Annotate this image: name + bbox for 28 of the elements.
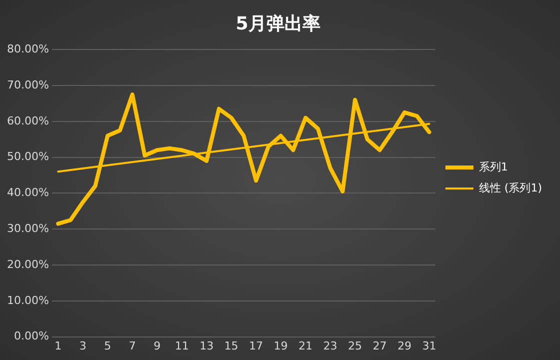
x-tick-label: 27 (372, 339, 387, 352)
x-tick-label: 29 (397, 339, 412, 352)
y-tick-label: 40.00% (6, 186, 49, 200)
legend-label: 系列1 (478, 160, 508, 174)
y-tick-label: 60.00% (6, 114, 49, 128)
y-tick-label: 80.00% (6, 42, 49, 56)
x-tick-label: 5 (104, 339, 112, 352)
x-tick-label: 9 (154, 339, 161, 352)
x-tick-label: 23 (323, 339, 338, 352)
x-tick-label: 31 (422, 339, 436, 352)
x-tick-label: 3 (79, 339, 86, 352)
x-tick-label: 19 (274, 339, 288, 352)
y-tick-label: 20.00% (6, 258, 49, 271)
y-tick-label: 70.00% (6, 78, 49, 92)
y-tick-label: 50.00% (6, 150, 49, 164)
legend-label: 线性 (系列1) (478, 181, 542, 194)
y-tick-label: 10.00% (6, 294, 49, 307)
x-tick-label: 25 (348, 339, 362, 352)
y-tick-label: 0.00% (14, 330, 49, 343)
x-tick-label: 1 (54, 339, 62, 352)
chart-title: 5月弹出率 (236, 13, 320, 34)
x-tick-label: 11 (174, 339, 189, 352)
y-tick-label: 30.00% (6, 222, 49, 235)
x-tick-label: 15 (224, 339, 238, 352)
x-tick-label: 7 (128, 339, 136, 352)
x-tick-label: 21 (298, 339, 313, 352)
x-tick-label: 17 (249, 339, 264, 352)
x-tick-label: 13 (200, 339, 214, 352)
